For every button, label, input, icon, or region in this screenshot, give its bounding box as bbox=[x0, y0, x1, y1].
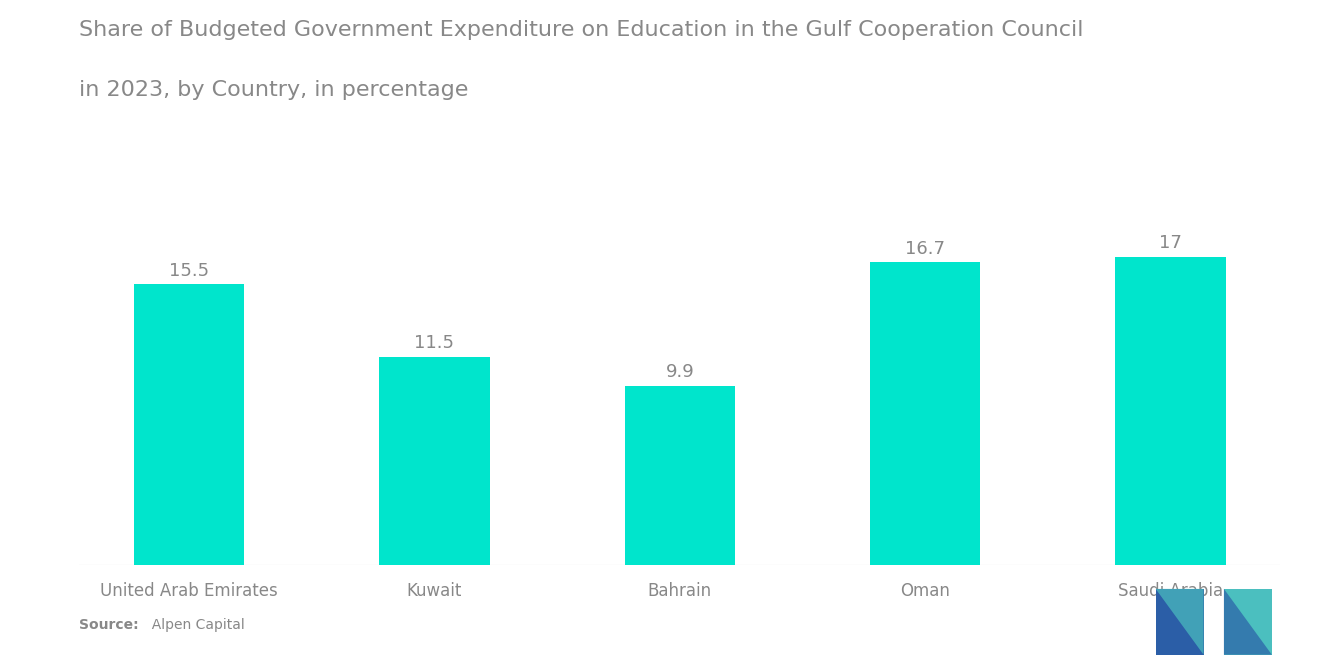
Bar bbox=[624, 386, 735, 565]
Bar bbox=[133, 284, 244, 565]
Text: in 2023, by Country, in percentage: in 2023, by Country, in percentage bbox=[79, 80, 469, 100]
Text: 16.7: 16.7 bbox=[906, 240, 945, 258]
Text: Source:: Source: bbox=[79, 618, 139, 632]
Bar bbox=[870, 263, 981, 565]
Text: 11.5: 11.5 bbox=[414, 334, 454, 352]
Text: Share of Budgeted Government Expenditure on Education in the Gulf Cooperation Co: Share of Budgeted Government Expenditure… bbox=[79, 20, 1084, 40]
Polygon shape bbox=[1224, 589, 1271, 654]
Bar bbox=[1115, 257, 1226, 565]
Polygon shape bbox=[1156, 589, 1204, 654]
Bar bbox=[379, 356, 490, 565]
Text: 17: 17 bbox=[1159, 234, 1181, 253]
Polygon shape bbox=[1224, 589, 1271, 654]
Text: 9.9: 9.9 bbox=[665, 363, 694, 381]
Polygon shape bbox=[1156, 589, 1204, 654]
Text: Alpen Capital: Alpen Capital bbox=[143, 618, 244, 632]
Text: 15.5: 15.5 bbox=[169, 261, 209, 279]
